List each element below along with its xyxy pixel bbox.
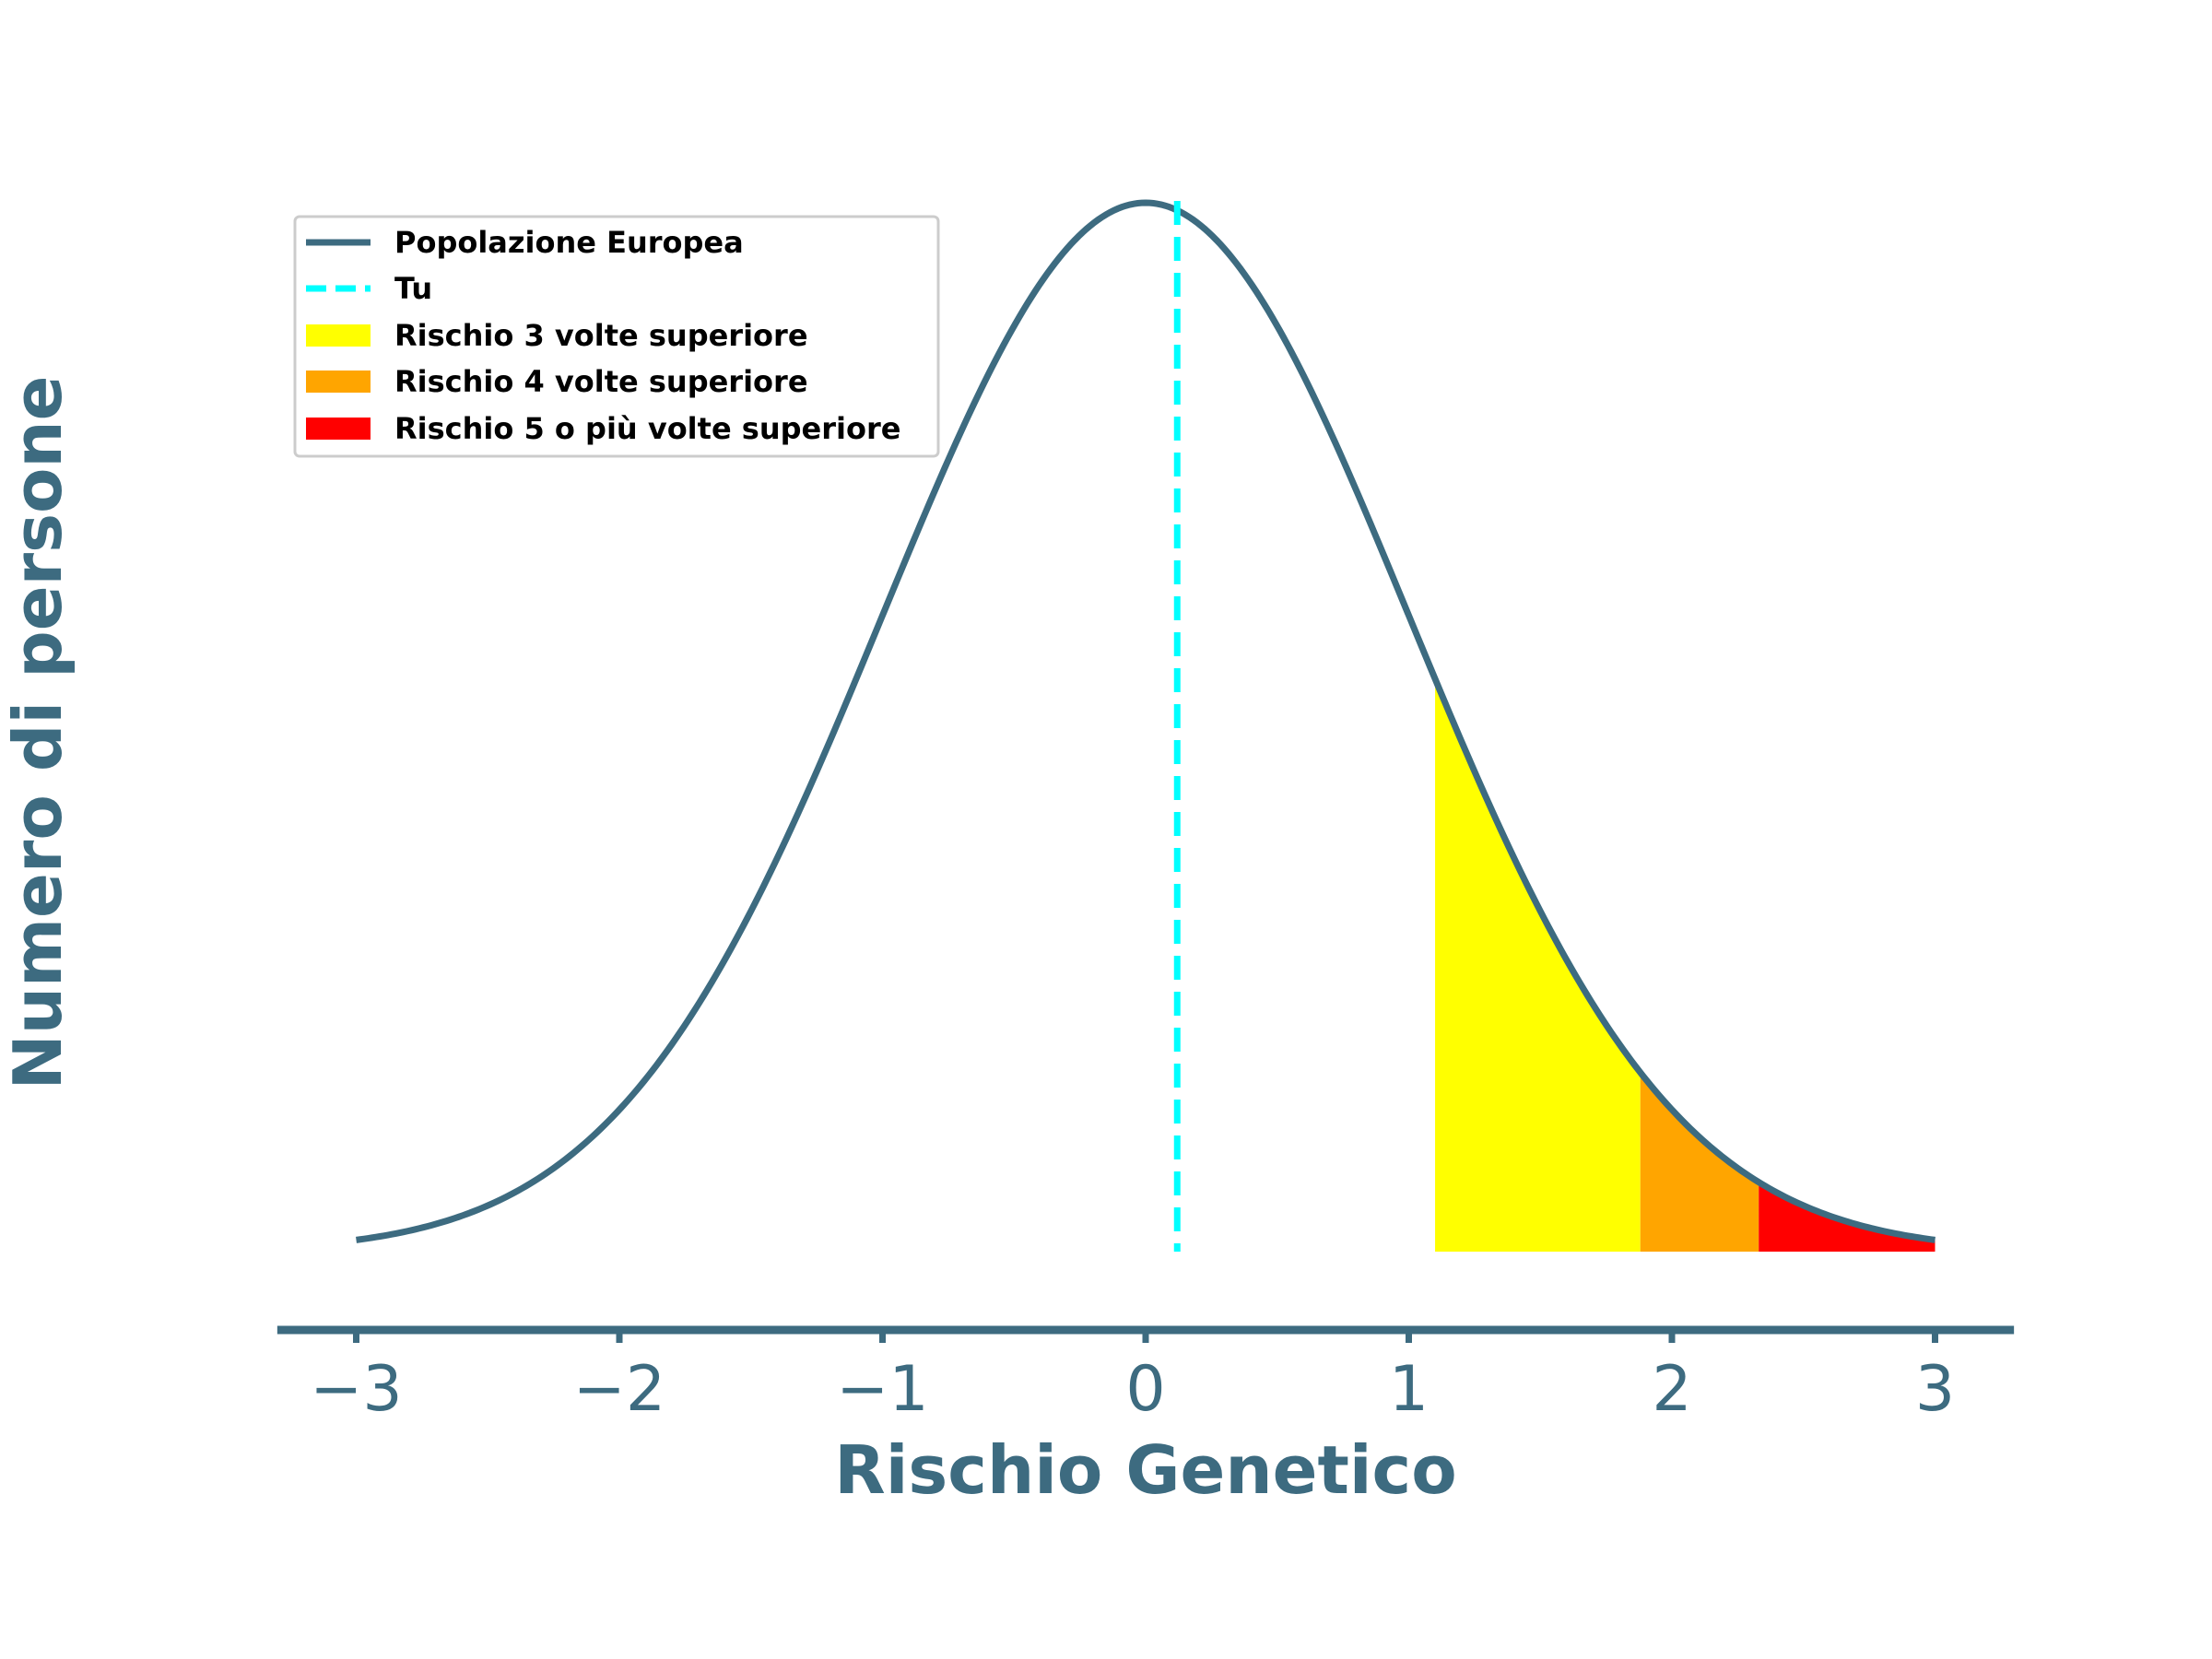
legend-label-risk3: Rischio 3 volte superiore <box>394 318 808 353</box>
legend-risk3-swatch <box>306 324 371 347</box>
x-tick-label: −1 <box>836 1353 928 1426</box>
x-tick-label: 0 <box>1125 1353 1165 1426</box>
legend-label-risk5: Rischio 5 o più volte superiore <box>394 411 900 446</box>
y-axis-title: Numero di persone <box>0 376 76 1090</box>
population-curve <box>356 199 1936 1243</box>
legend-label-population: Popolazione Europea <box>394 225 744 260</box>
x-tick-label: −3 <box>310 1353 402 1426</box>
x-ticks: −3 −2 −1 0 1 2 3 <box>310 1330 1955 1426</box>
legend-risk4-swatch <box>306 371 371 393</box>
legend: Popolazione Europea Tu Rischio 3 volte s… <box>293 215 940 458</box>
legend-box <box>293 215 940 458</box>
x-tick-label: −2 <box>573 1353 665 1426</box>
legend-label-risk4: Rischio 4 volte superiore <box>394 364 808 399</box>
x-axis-title: Rischio Genetico <box>834 1431 1456 1509</box>
x-tick-label: 3 <box>1915 1353 1955 1426</box>
shaded-regions <box>1435 678 1936 1252</box>
shaded-region-3 <box>1759 1182 1936 1252</box>
legend-risk5-swatch <box>306 418 371 440</box>
legend-label-you: Tu <box>394 271 432 306</box>
shaded-region-2 <box>1640 1072 1759 1252</box>
x-tick-label: 1 <box>1389 1353 1429 1426</box>
shaded-region-1 <box>1435 678 1641 1252</box>
x-tick-label: 2 <box>1652 1353 1691 1426</box>
